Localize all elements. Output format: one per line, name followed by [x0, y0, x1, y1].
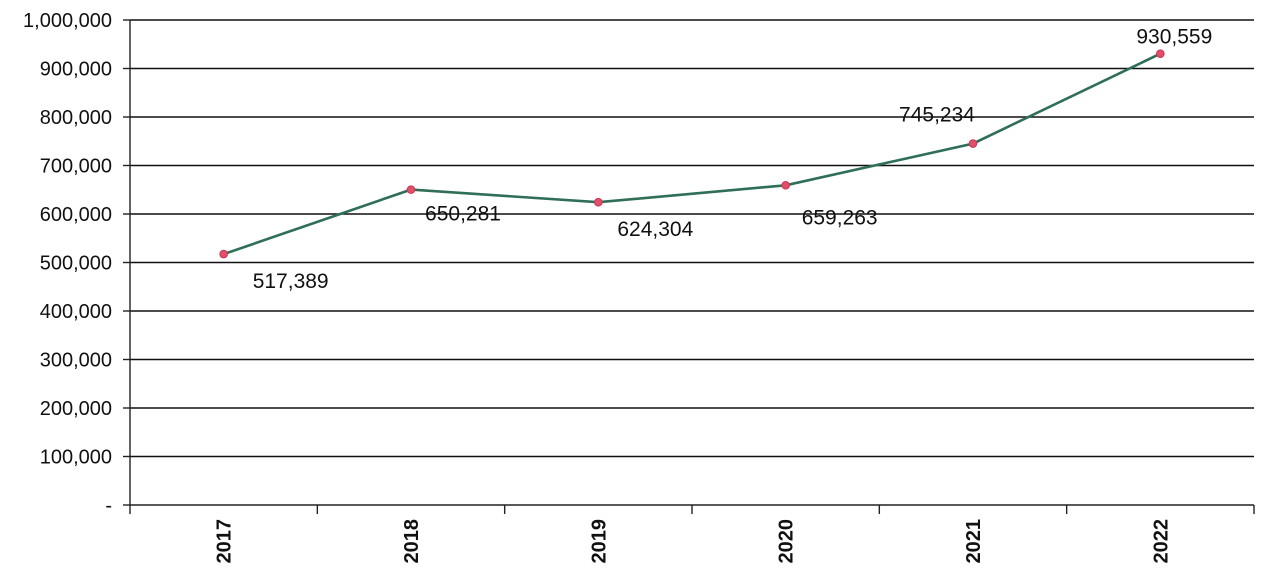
y-tick-label: 500,000 [40, 253, 112, 275]
x-tick-label: 2020 [776, 519, 798, 564]
data-point [219, 249, 228, 259]
data-point [781, 180, 790, 190]
y-axis-tick-labels: - 100,000 200,000 300,000 400,000 500,000 600,… [23, 10, 112, 517]
x-axis-tick-labels: 2017 2018 2019 2020 2021 2022 [214, 519, 1173, 564]
data-point [406, 185, 416, 194]
data-label: 930,559 [1136, 26, 1212, 49]
y-tick-label: 700,000 [40, 156, 112, 178]
y-tick-label: 600,000 [40, 204, 112, 226]
y-tick-label: - [105, 495, 112, 517]
x-tick-label: 2018 [401, 519, 423, 564]
x-tick-label: 2021 [963, 519, 985, 564]
series-line [223, 52, 1161, 256]
data-label: 650,281 [425, 203, 501, 226]
data-point [1156, 49, 1165, 58]
x-tick-label: 2017 [214, 519, 236, 564]
y-tick-label: 900,000 [40, 59, 112, 81]
y-tick-label: 800,000 [40, 107, 112, 129]
axes [123, 19, 1255, 514]
data-label: 745,234 [899, 104, 975, 127]
data-point [968, 139, 978, 148]
y-tick-label: 1,000,000 [23, 10, 112, 32]
data-label: 517,389 [253, 270, 329, 293]
data-labels: 517,389 650,281 624,304 659,263 745,234 930,5… [253, 26, 1213, 293]
x-tick-label: 2022 [1150, 519, 1172, 564]
y-tick-label: 300,000 [40, 350, 112, 372]
y-tick-label: 100,000 [40, 447, 112, 469]
y-tick-label: 400,000 [40, 301, 112, 323]
series-line-group [223, 52, 1161, 256]
y-tick-label: 200,000 [40, 398, 112, 420]
data-point [594, 197, 603, 207]
x-tick-label: 2019 [588, 519, 610, 564]
data-markers [219, 49, 1165, 259]
gridlines [130, 19, 1254, 458]
data-label: 624,304 [617, 218, 693, 241]
data-label: 659,263 [802, 206, 878, 229]
